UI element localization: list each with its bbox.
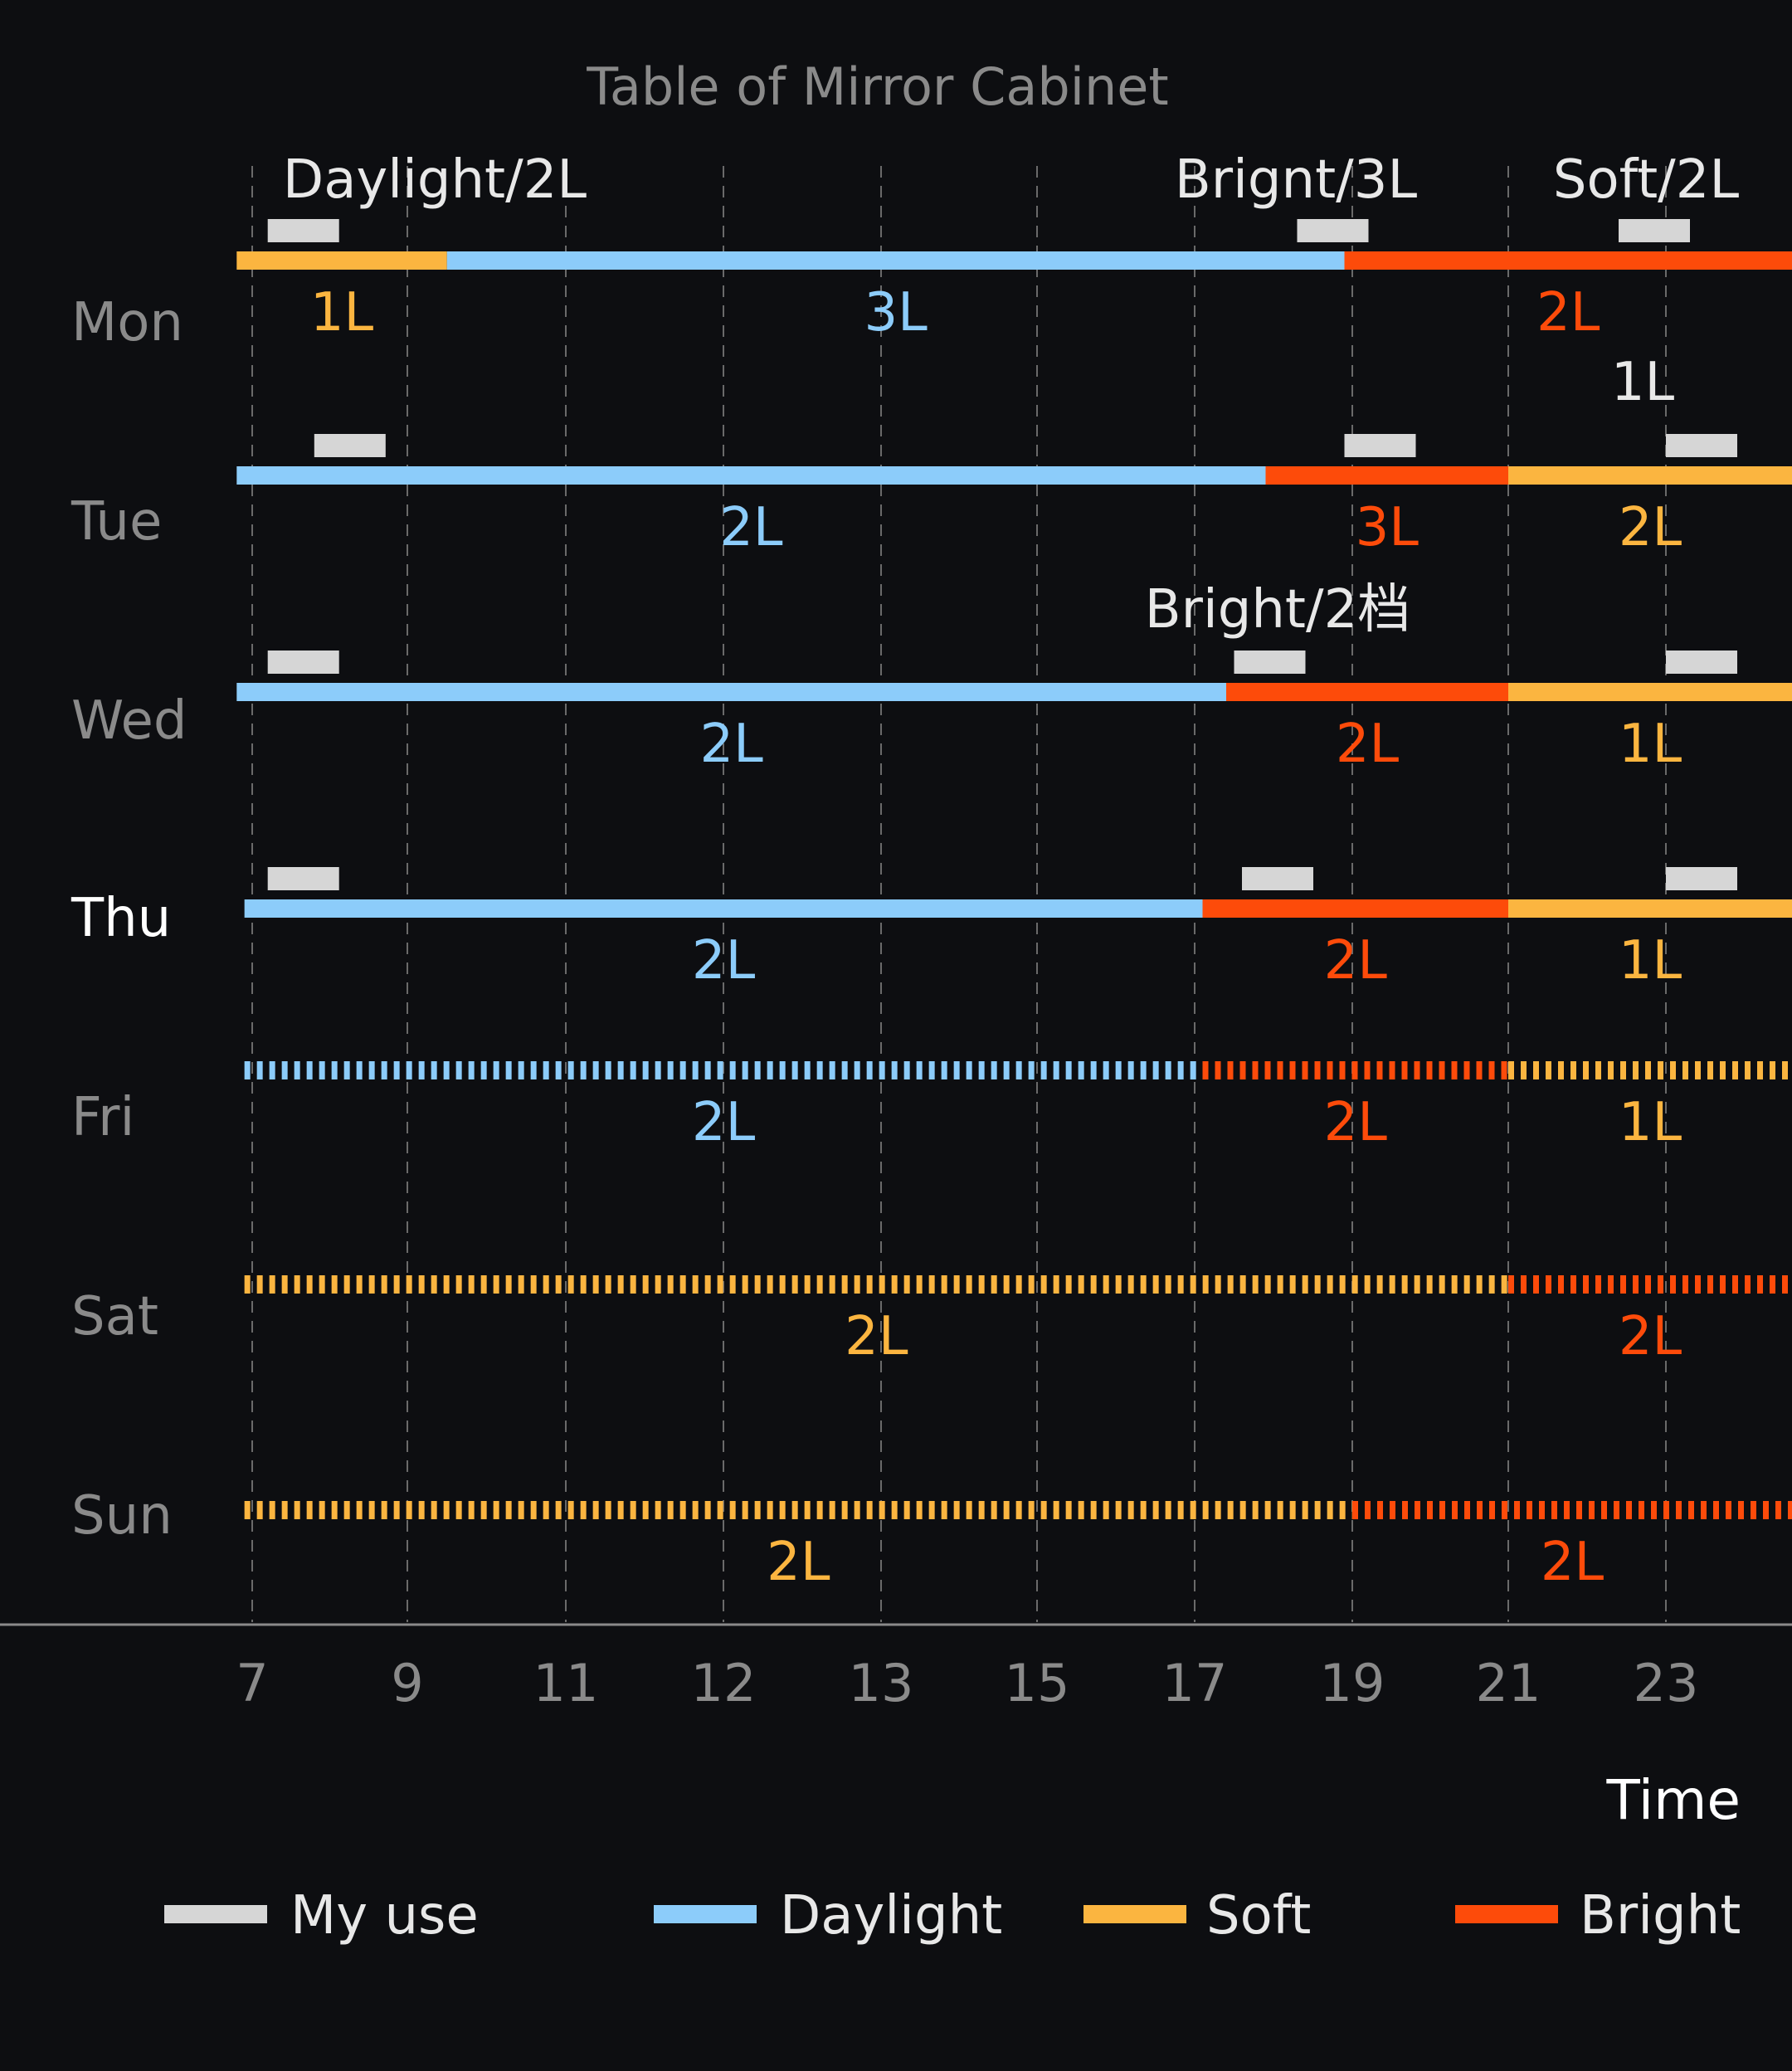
day-label-tue: Tue (71, 491, 162, 553)
day-tracks (236, 219, 1792, 1519)
x-axis-title: Time (1605, 1768, 1741, 1832)
my-use-marker-thu-1 (267, 867, 339, 890)
my-use-marker-mon-3 (1619, 219, 1690, 242)
day-label-fri: Fri (71, 1087, 134, 1148)
my-use-marker-wed-2 (1234, 651, 1306, 674)
level-label-thu-bright: 2L (1324, 930, 1388, 992)
my-use-marker-thu-3 (1666, 867, 1737, 890)
legend-swatch-daylight (654, 1905, 757, 1923)
my-use-marker-wed-1 (267, 651, 339, 674)
level-label-wed-soft: 1L (1619, 714, 1682, 775)
x-tick-labels: 7 9 11 12 13 15 17 19 21 23 (236, 1653, 1698, 1713)
my-use-marker-wed-3 (1666, 651, 1737, 674)
chart-title: Table of Mirror Cabinet (586, 56, 1169, 117)
day-label-thu: Thu (71, 888, 171, 949)
my-use-marker-tue-1 (314, 434, 386, 457)
my-use-marker-tue-3 (1666, 434, 1737, 457)
level-label-sat-soft: 2L (845, 1306, 908, 1367)
annotation-wed-1: Bright/2档 (1145, 579, 1411, 641)
level-label-wed-daylight: 2L (699, 714, 763, 775)
legend-label-bright: Bright (1580, 1885, 1741, 1947)
level-label-sun-bright: 2L (1541, 1532, 1605, 1593)
annotation-mon-3: Soft/2L (1553, 149, 1740, 211)
x-tick-label-9: 9 (391, 1653, 423, 1713)
level-label-tue-bright: 3L (1356, 497, 1419, 558)
x-tick-label-12: 12 (691, 1653, 757, 1713)
legend-label-daylight: Daylight (780, 1885, 1002, 1947)
legend-swatch-soft (1083, 1905, 1186, 1923)
x-tick-label-17: 17 (1162, 1653, 1228, 1713)
level-label-wed-bright: 2L (1336, 714, 1400, 775)
day-label-sun: Sun (71, 1485, 173, 1547)
x-tick-label-15: 15 (1005, 1653, 1070, 1713)
extra-level-label-tue: 1L (1611, 352, 1675, 413)
level-label-fri-bright: 2L (1324, 1092, 1388, 1153)
legend: My use Daylight Soft Bright (164, 1885, 1741, 1947)
level-label-tue-soft: 2L (1619, 497, 1682, 558)
level-label-sun-soft: 2L (767, 1532, 830, 1593)
level-label-mon-soft: 1L (310, 282, 374, 344)
x-tick-label-21: 21 (1476, 1653, 1541, 1713)
annotation-mon-1: Daylight/2L (283, 149, 587, 211)
day-label-sat: Sat (71, 1286, 158, 1347)
level-label-mon-daylight: 3L (864, 282, 928, 344)
my-use-marker-thu-2 (1242, 867, 1313, 890)
my-use-marker-mon-2 (1297, 219, 1369, 242)
annotation-mon-2: Brignt/3L (1175, 149, 1418, 211)
my-use-marker-tue-2 (1344, 434, 1416, 457)
x-tick-label-13: 13 (849, 1653, 914, 1713)
my-use-marker-mon-1 (267, 219, 339, 242)
level-label-tue-daylight: 2L (719, 497, 783, 558)
level-label-mon-bright: 2L (1536, 282, 1600, 344)
legend-label-myuse: My use (290, 1885, 479, 1947)
day-label-wed: Wed (71, 690, 187, 752)
x-tick-label-7: 7 (236, 1653, 268, 1713)
day-label-mon: Mon (71, 292, 183, 353)
level-label-sat-bright: 2L (1619, 1306, 1682, 1367)
x-tick-label-23: 23 (1634, 1653, 1699, 1713)
vertical-grid (251, 166, 1667, 1622)
level-label-fri-soft: 1L (1619, 1092, 1682, 1153)
day-labels: Mon 1L 3L 2L Daylight/2L Brignt/3L Soft/2L Tue 2… (71, 149, 1739, 1593)
legend-swatch-bright (1455, 1905, 1558, 1923)
legend-swatch-myuse (164, 1905, 267, 1923)
level-label-thu-daylight: 2L (692, 930, 756, 992)
x-tick-label-11: 11 (533, 1653, 599, 1713)
level-label-thu-soft: 1L (1619, 930, 1682, 992)
legend-label-soft: Soft (1206, 1885, 1311, 1947)
level-label-fri-daylight: 2L (692, 1092, 756, 1153)
x-tick-label-19: 19 (1320, 1653, 1385, 1713)
